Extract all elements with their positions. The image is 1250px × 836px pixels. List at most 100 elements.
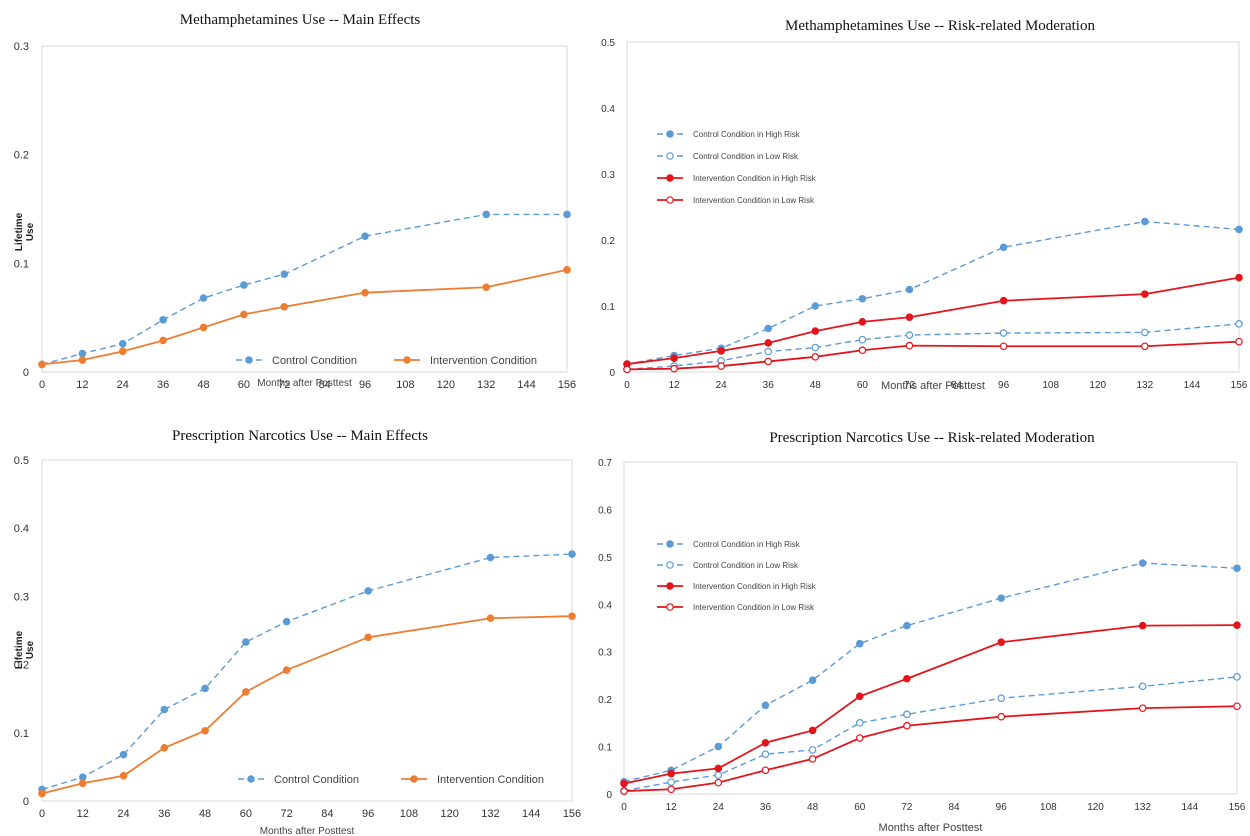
data-point — [80, 780, 86, 786]
y-tick-label: 0.4 — [598, 600, 612, 611]
series-line-2 — [624, 625, 1237, 783]
data-point — [161, 706, 167, 712]
x-tick-label: 0 — [621, 802, 627, 813]
legend-label: Control Condition — [272, 355, 357, 367]
x-tick-label: 36 — [157, 379, 169, 391]
y-tick-label: 0.2 — [601, 236, 615, 247]
data-point — [906, 342, 912, 348]
legend-swatch-marker — [667, 541, 673, 547]
y-tick-label: 0.1 — [601, 302, 615, 313]
y-tick-label: 0.1 — [598, 743, 612, 754]
x-tick-label: 156 — [563, 808, 581, 820]
y-tick-label: 0 — [606, 790, 612, 801]
y-tick-label: 0.1 — [14, 258, 29, 270]
x-tick-label: 12 — [669, 380, 681, 391]
legend-label: Intervention Condition — [437, 774, 544, 786]
data-point — [904, 622, 910, 628]
x-tick-label: 144 — [517, 379, 535, 391]
chart-meth-main: Methamphetamines Use -- Main Effects00.1… — [0, 0, 620, 418]
plot-frame — [627, 42, 1239, 372]
data-point — [998, 639, 1004, 645]
data-point — [998, 713, 1004, 719]
data-point — [718, 348, 724, 354]
x-tick-label: 156 — [558, 379, 576, 391]
data-point — [762, 740, 768, 746]
x-tick-label: 0 — [39, 808, 45, 820]
legend-label: Intervention Condition in High Risk — [693, 582, 817, 591]
x-tick-label: 72 — [901, 802, 913, 813]
x-tick-label: 132 — [1137, 380, 1154, 391]
legend-swatch-marker — [667, 562, 673, 568]
data-point — [365, 588, 371, 594]
data-point — [765, 325, 771, 331]
y-tick-label: 0.3 — [601, 170, 615, 181]
data-point — [812, 328, 818, 334]
y-tick-label: 0.2 — [14, 150, 29, 162]
x-tick-label: 156 — [1229, 802, 1246, 813]
x-tick-label: 24 — [713, 802, 725, 813]
data-point — [621, 780, 627, 786]
data-point — [1236, 321, 1242, 327]
data-point — [120, 348, 126, 354]
x-tick-label: 120 — [441, 808, 459, 820]
data-point — [812, 344, 818, 350]
data-point — [569, 551, 575, 557]
data-point — [809, 747, 815, 753]
y-tick-label: 0 — [609, 368, 615, 379]
x-tick-label: 144 — [1182, 802, 1199, 813]
legend-label: Control Condition in High Risk — [693, 130, 801, 139]
x-tick-label: 120 — [437, 379, 455, 391]
x-tick-label: 108 — [396, 379, 414, 391]
x-tick-label: 96 — [996, 802, 1008, 813]
x-tick-label: 48 — [197, 379, 209, 391]
x-tick-label: 84 — [321, 808, 333, 820]
x-tick-label: 60 — [854, 802, 866, 813]
data-point — [1234, 622, 1240, 628]
data-point — [762, 751, 768, 757]
chart-panel-meth-risk: Methamphetamines Use -- Risk-related Mod… — [620, 0, 1250, 418]
y-tick-label: 0.5 — [601, 38, 615, 49]
chart-narc-main: Prescription Narcotics Use -- Main Effec… — [0, 418, 620, 836]
data-point — [671, 355, 677, 361]
y-tick-label: 0.1 — [14, 728, 29, 740]
data-point — [765, 348, 771, 354]
data-point — [668, 770, 674, 776]
x-tick-label: 120 — [1089, 380, 1106, 391]
plot-frame — [42, 46, 567, 372]
chart-meth-risk: Methamphetamines Use -- Risk-related Mod… — [620, 0, 1250, 418]
chart-panel-narc-main: Prescription Narcotics Use -- Main Effec… — [0, 418, 620, 836]
data-point — [1139, 560, 1145, 566]
y-tick-label: 0.4 — [14, 523, 29, 535]
x-tick-label: 108 — [400, 808, 418, 820]
x-tick-label: 96 — [998, 380, 1010, 391]
data-point — [1234, 703, 1240, 709]
data-point — [859, 336, 865, 342]
legend-swatch-marker — [667, 197, 673, 203]
data-point — [243, 639, 249, 645]
data-point — [243, 689, 249, 695]
chart-panel-narc-risk: Prescription Narcotics Use -- Risk-relat… — [620, 418, 1250, 836]
data-point — [79, 350, 85, 356]
x-tick-label: 48 — [810, 380, 822, 391]
x-tick-label: 144 — [1184, 380, 1201, 391]
series-line-1 — [42, 616, 572, 793]
data-point — [906, 286, 912, 292]
x-tick-label: 108 — [1042, 380, 1059, 391]
legend-swatch-marker — [667, 604, 673, 610]
data-point — [1142, 218, 1148, 224]
chart-narc-risk: Prescription Narcotics Use -- Risk-relat… — [620, 418, 1250, 836]
data-point — [241, 311, 247, 317]
data-point — [200, 324, 206, 330]
x-axis-label: Months after Posttest — [260, 826, 355, 836]
data-point — [621, 788, 627, 794]
y-tick-label: 0.3 — [14, 591, 29, 603]
data-point — [120, 773, 126, 779]
data-point — [809, 677, 815, 683]
legend-swatch-marker — [246, 357, 252, 363]
x-tick-label: 24 — [716, 380, 728, 391]
data-point — [200, 295, 206, 301]
data-point — [715, 743, 721, 749]
data-point — [857, 693, 863, 699]
x-tick-label: 72 — [280, 808, 292, 820]
data-point — [362, 233, 368, 239]
